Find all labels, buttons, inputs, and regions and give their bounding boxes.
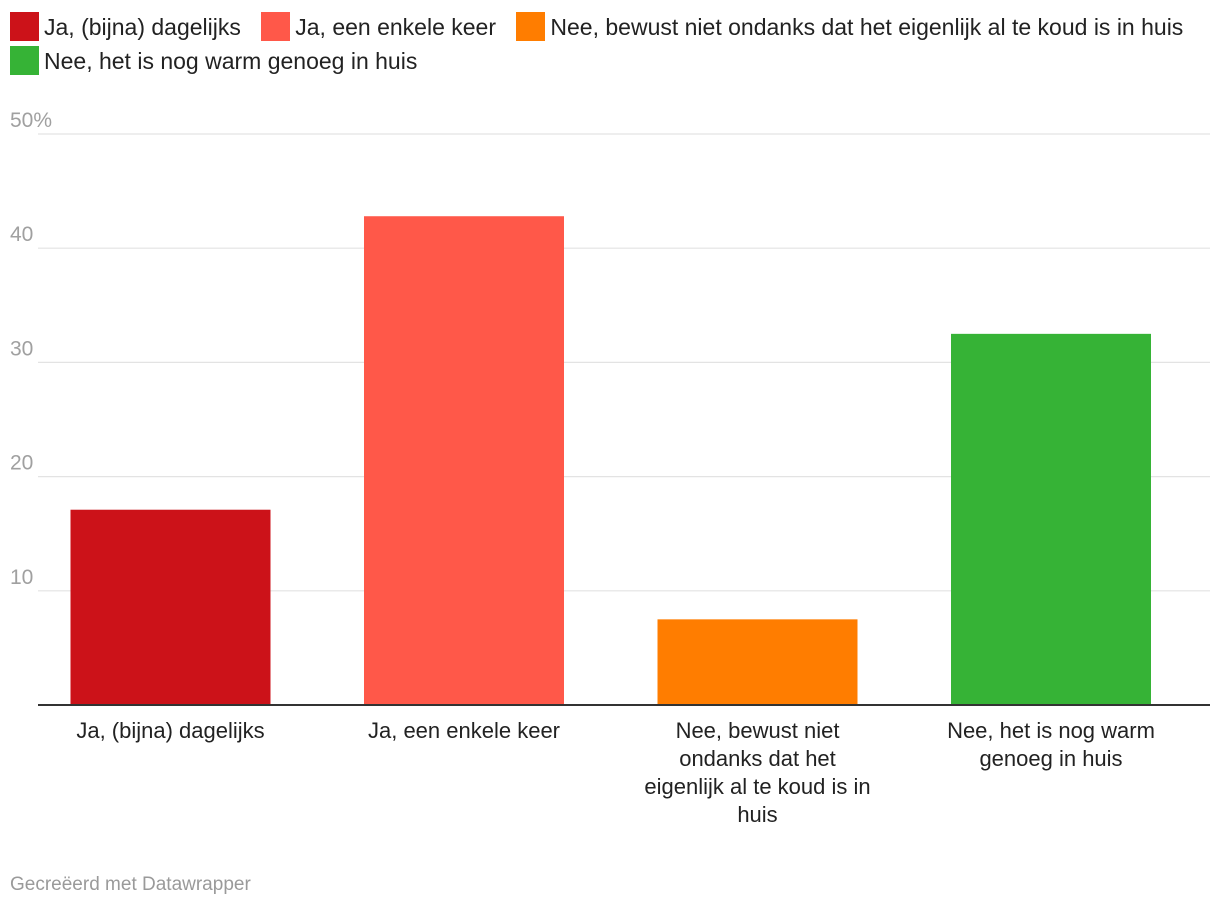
legend-item: Ja, (bijna) dagelijks	[10, 12, 241, 41]
legend-label: Nee, bewust niet ondanks dat het eigenli…	[550, 14, 1184, 40]
legend-swatch	[516, 12, 546, 41]
y-tick-label: 10	[10, 566, 33, 589]
bar	[657, 619, 858, 705]
y-tick-label: 50%	[10, 109, 52, 132]
y-tick-label: 30	[10, 337, 33, 360]
y-tick-label: 40	[10, 223, 33, 246]
y-tick-label: 20	[10, 452, 33, 475]
bar	[364, 216, 564, 705]
chart-legend: Ja, (bijna) dagelijks Ja, een enkele kee…	[10, 10, 1205, 78]
x-category-label: Ja, (bijna) dagelijks	[76, 718, 264, 743]
legend-swatch	[261, 12, 291, 41]
legend-label: Nee, het is nog warm genoeg in huis	[44, 48, 418, 74]
x-category-label: Nee, bewust niet ondanks dat het eigenlijk…	[644, 718, 870, 827]
legend-item: Nee, bewust niet ondanks dat het eigenli…	[516, 12, 1184, 41]
legend-item: Nee, het is nog warm genoeg in huis	[10, 46, 418, 75]
x-category-label: Ja, een enkele keer	[368, 718, 560, 743]
legend-label: Ja, (bijna) dagelijks	[44, 14, 241, 40]
bar	[70, 509, 271, 705]
legend-swatch	[10, 46, 39, 75]
bar	[951, 333, 1151, 705]
legend-label: Ja, een enkele keer	[295, 14, 497, 40]
datawrapper-credit: Gecreëerd met Datawrapper	[10, 874, 251, 895]
legend-swatch	[10, 12, 39, 41]
legend-item: Ja, een enkele keer	[261, 12, 497, 41]
x-category-label: Nee, het is nog warm genoeg in huis	[947, 718, 1155, 771]
